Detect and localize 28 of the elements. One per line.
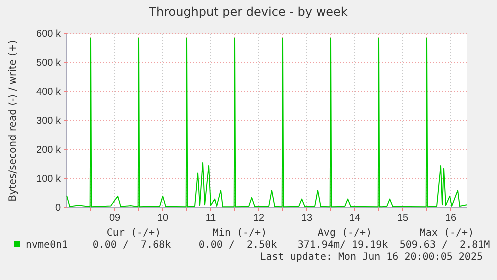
chart-title: Throughput per device - by week	[148, 5, 348, 19]
text: 0.00 / 2.50k	[198, 240, 278, 251]
line-series	[66, 38, 468, 208]
text: 0.00 / 7.68k	[92, 240, 172, 251]
y-tick-label: 100 k	[36, 174, 62, 186]
y-tick-label: 300 k	[36, 116, 62, 128]
y-tick-label: 600 k	[36, 29, 62, 40]
y-tick-label: 0	[55, 203, 62, 214]
y-axis-title: Bytes/second read (-) / write (+)	[8, 40, 19, 202]
text: Max (-/+)	[420, 228, 474, 239]
text: Avg (-/+)	[318, 228, 372, 239]
text: 371.94m/ 19.19k	[298, 240, 388, 251]
x-tick-label: 13	[301, 213, 313, 224]
text: Min (-/+)	[212, 228, 268, 239]
text: Cur (-/+)	[106, 228, 162, 239]
y-tick-label: 400 k	[36, 87, 62, 98]
legend-label: nvme0n1	[26, 240, 68, 251]
x-tick-label: 11	[206, 213, 217, 224]
y-tick-label: 500 k	[36, 58, 62, 70]
text: 509.63 / 2.81M	[400, 240, 490, 251]
x-tick-label: 14	[349, 213, 361, 224]
x-tick-label: 10	[157, 213, 169, 224]
x-tick-label: 15	[397, 213, 409, 224]
y-tick-label: 200 k	[36, 145, 62, 156]
x-tick-label: 16	[445, 213, 457, 224]
x-tick-label: 12	[253, 213, 265, 224]
x-tick-label: 09	[109, 213, 121, 224]
text: Last update: Mon Jun 16 20:00:05 2025	[260, 252, 483, 263]
